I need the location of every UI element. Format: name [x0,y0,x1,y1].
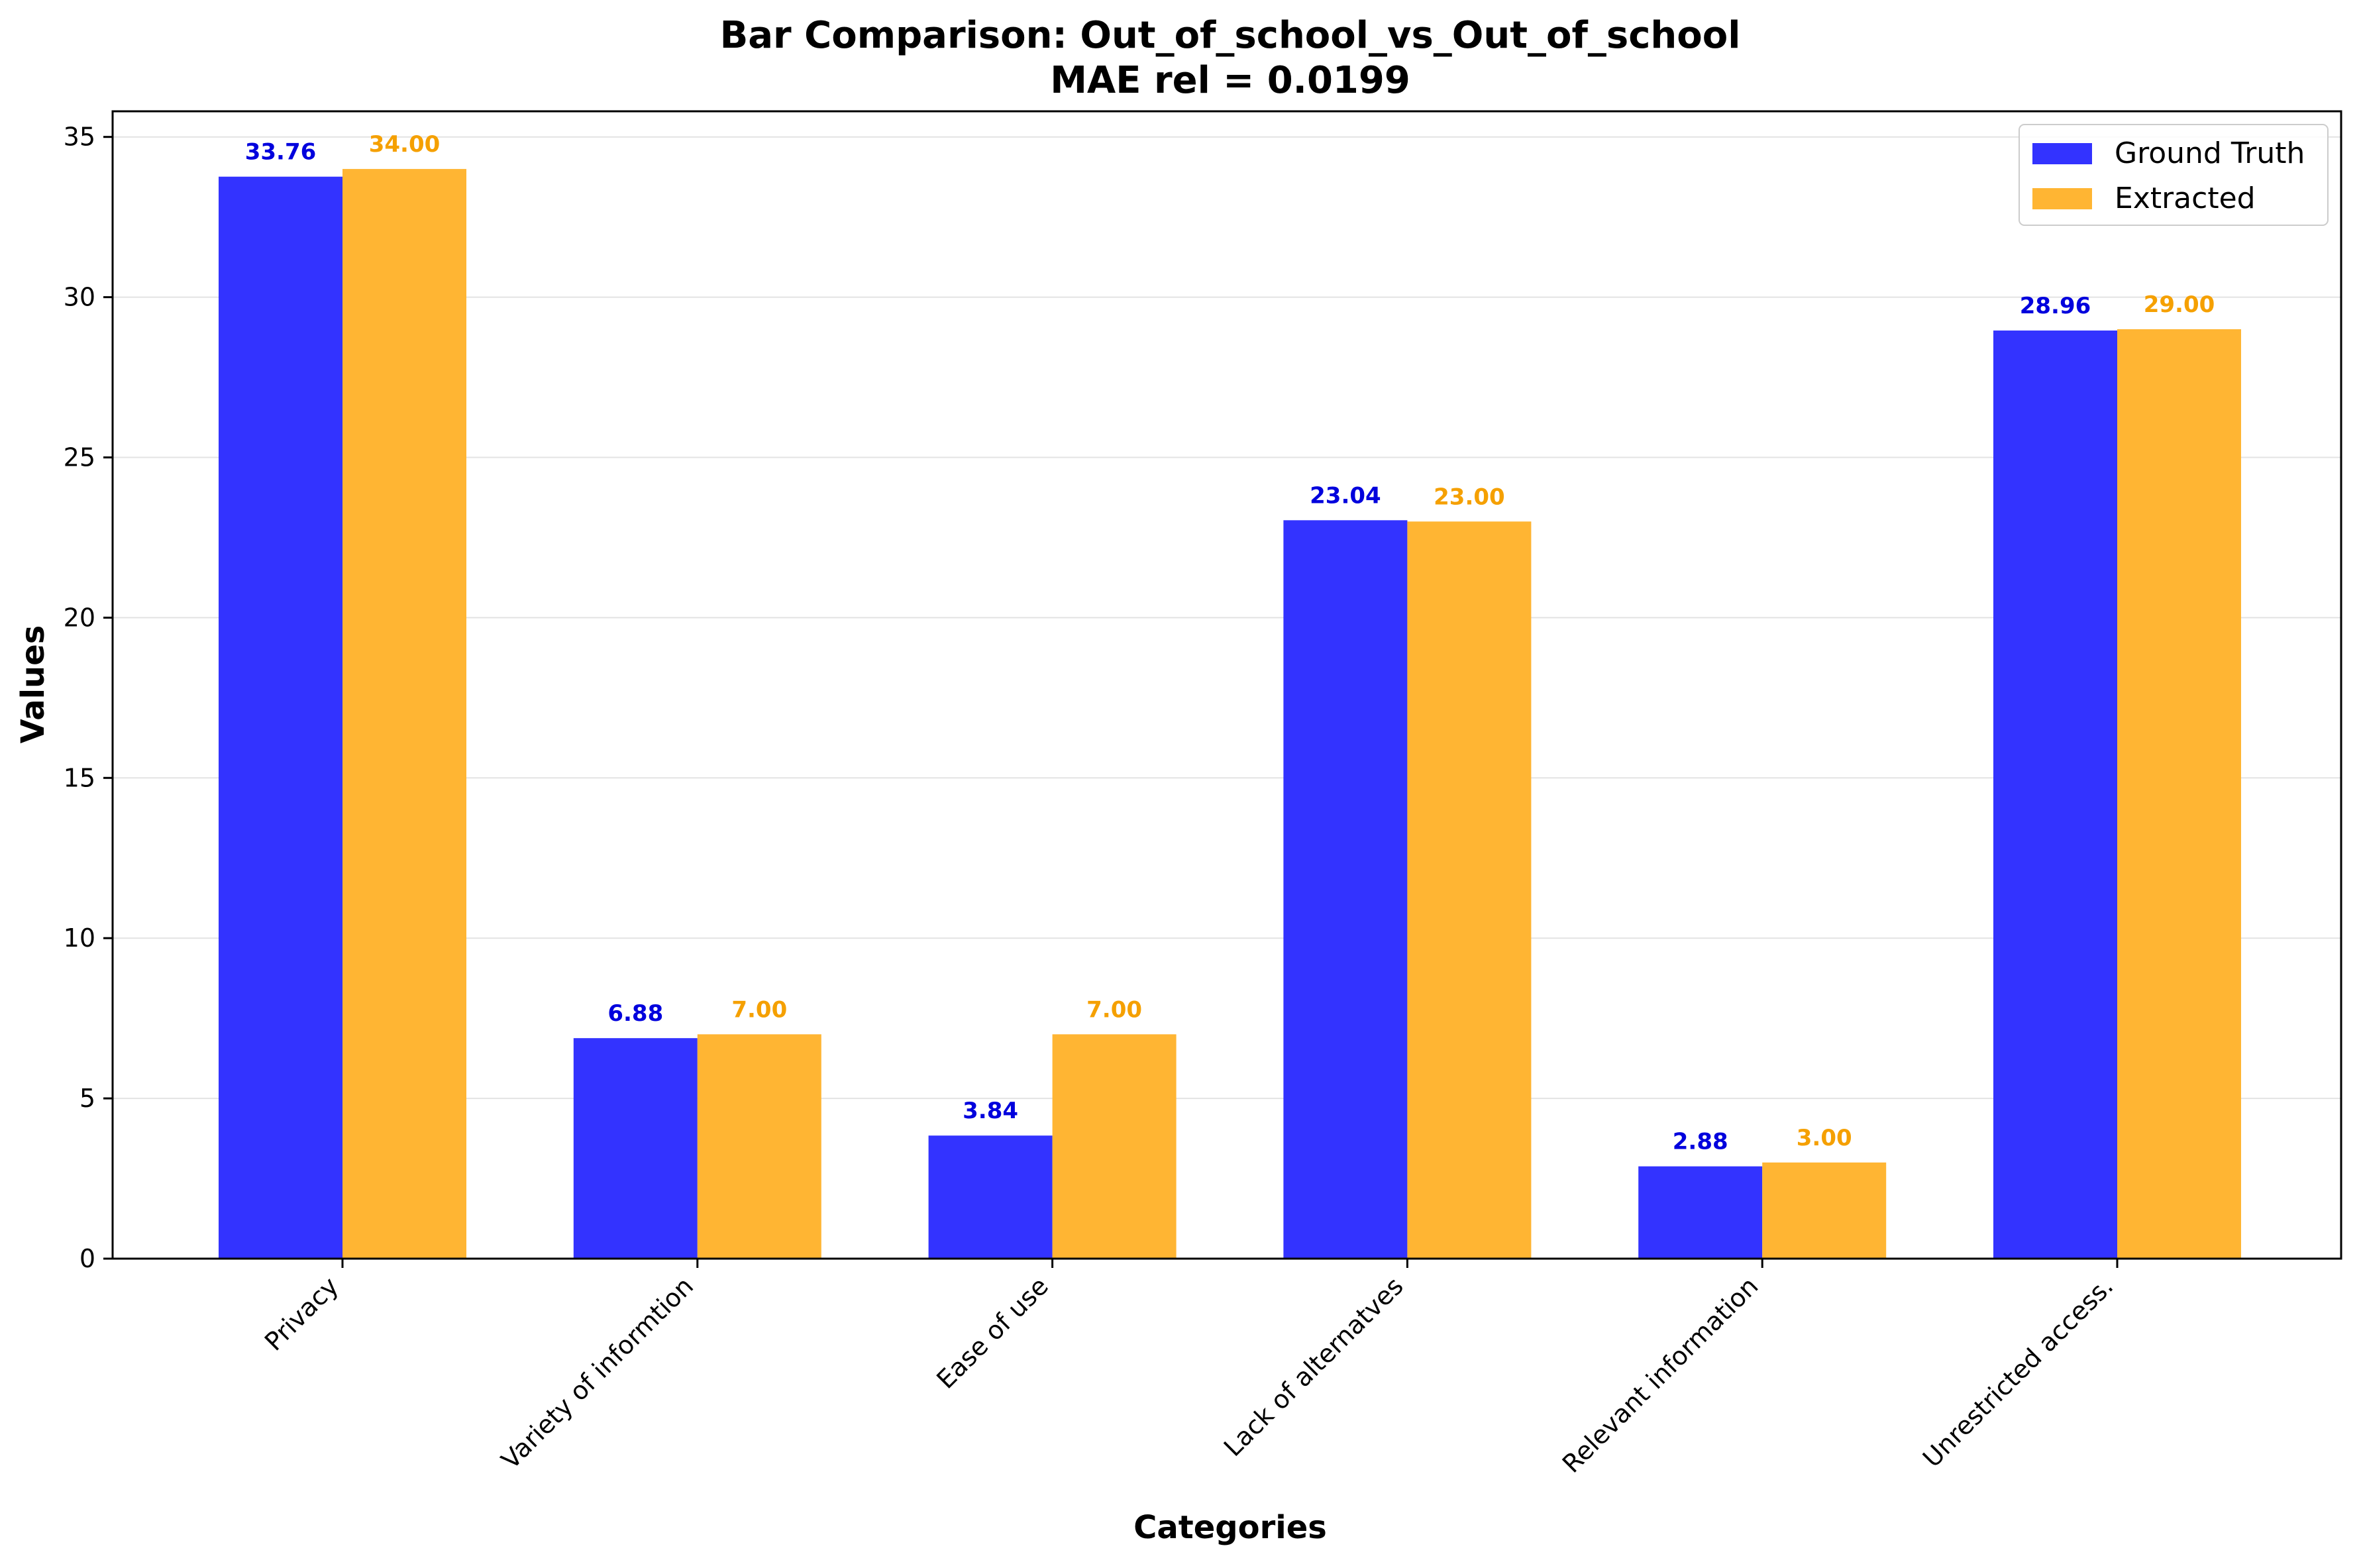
y-axis-ticks: 0 5 10 15 20 25 30 35 [64,123,113,1273]
y-tick-label: 35 [64,123,95,152]
bar-value-label: 7.00 [1086,996,1142,1023]
bar [2117,329,2241,1259]
bar-value-label: 7.00 [731,996,787,1023]
bar [697,1034,821,1259]
x-axis-label: Categories [1133,1509,1327,1546]
legend-entry-label: Ground Truth [2115,136,2305,170]
bar-value-label: 6.88 [607,1000,663,1027]
bar [1407,521,1532,1259]
legend: Ground Truth Extracted [2019,124,2329,226]
bars [219,169,2241,1259]
chart-title: Bar Comparison: Out_of_school_vs_Out_of_… [720,14,1741,57]
chart-subtitle: MAE rel = 0.0199 [1050,59,1410,102]
bar-value-label: 3.00 [1797,1125,1852,1151]
bar-value-label: 28.96 [2020,293,2091,319]
bar-value-label: 34.00 [369,131,441,158]
bar [1638,1166,1763,1259]
bar [1993,330,2117,1259]
bar [1762,1162,1887,1259]
bar-value-label: 3.84 [963,1098,1018,1124]
y-tick-label: 15 [64,763,95,792]
bar [573,1038,698,1259]
bar [928,1135,1053,1259]
legend-swatch [2032,143,2092,164]
bar-value-label: 2.88 [1673,1129,1728,1155]
bar-value-label: 23.00 [1434,484,1505,510]
y-tick-label: 20 [64,603,95,632]
legend-swatch [2032,188,2092,209]
legend-box [2019,124,2329,226]
y-tick-label: 25 [64,443,95,472]
bar [342,169,466,1259]
plot-frame [111,110,2342,1260]
bar-value-label: 33.76 [245,139,317,166]
bar-value-label: 29.00 [2144,291,2215,318]
y-axis-label: Values [15,625,52,744]
y-tick-label: 30 [64,283,95,312]
bar [1052,1034,1177,1259]
y-tick-label: 5 [79,1084,95,1113]
legend-entry-label: Extracted [2115,182,2256,215]
bar [219,176,342,1259]
bar-value-label: 23.04 [1310,482,1381,509]
y-tick-label: 0 [79,1244,95,1273]
y-tick-label: 10 [64,923,95,953]
value-labels: 33.76 34.00 6.88 7.00 3.84 7.00 23.04 23.00 2.88… [245,131,2215,1155]
bar [1283,520,1408,1259]
